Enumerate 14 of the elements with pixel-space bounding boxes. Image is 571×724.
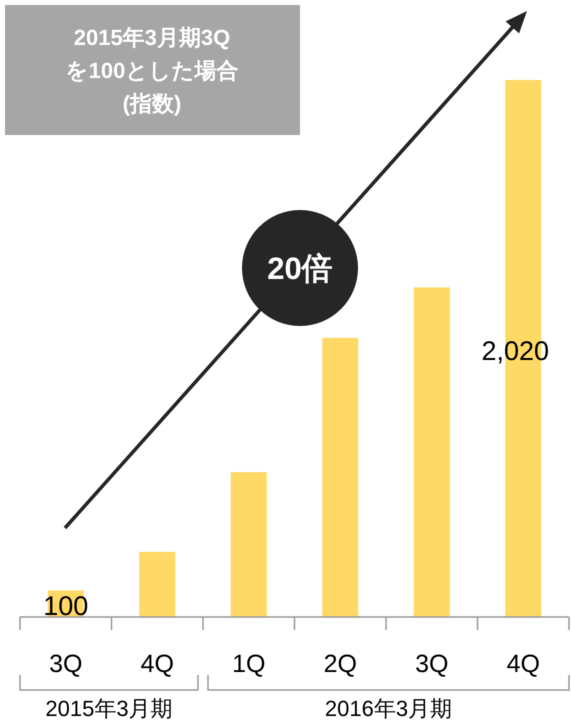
- x-tick-label: 4Q: [506, 650, 540, 678]
- text: 2015年3月期: [45, 696, 173, 721]
- annotation: 20倍: [267, 251, 333, 286]
- bar: [230, 472, 267, 617]
- bar: [322, 338, 358, 617]
- bar: [139, 552, 176, 617]
- x-tick-label: 4Q: [140, 650, 174, 678]
- x-tick-label: 1Q: [232, 650, 266, 678]
- bar: [414, 287, 450, 617]
- x-tick-label: 3Q: [415, 650, 448, 678]
- chart-title: 2015年3月期3Q を100とした場合 (指数): [66, 25, 238, 116]
- text: 2016年3月期: [324, 696, 452, 721]
- x-tick-label: 3Q: [49, 650, 82, 678]
- x-tick-label: 2Q: [324, 650, 357, 678]
